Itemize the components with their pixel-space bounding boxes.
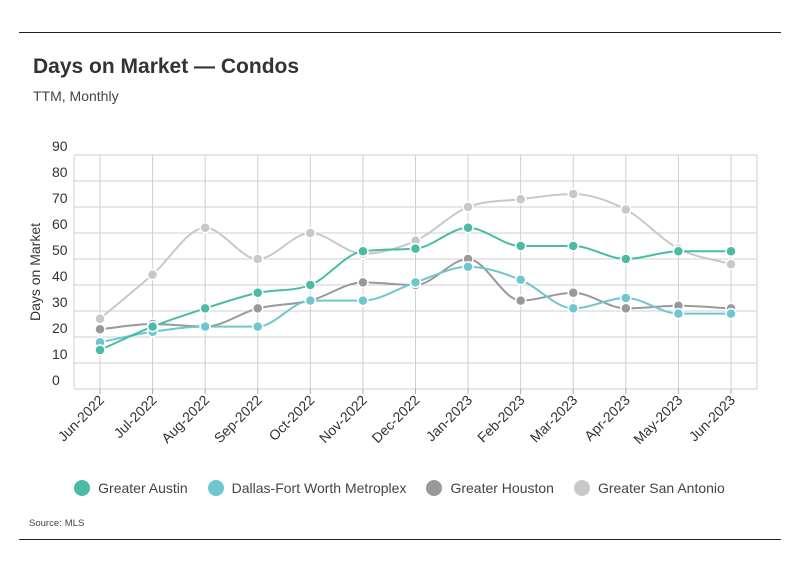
- source-value: MLS: [64, 518, 85, 529]
- y-tick-label: 30: [52, 294, 68, 310]
- data-point-greater-austin: [304, 279, 317, 291]
- data-point-dallas-fort-worth-metroplex: [357, 294, 369, 307]
- y-tick-label: 0: [52, 372, 60, 388]
- legend-label: Greater Houston: [450, 480, 554, 496]
- source-note: Source: MLS: [29, 518, 84, 529]
- legend-item: Greater San Antonio: [573, 480, 725, 496]
- y-tick-label: 70: [52, 190, 68, 206]
- legend-swatch: [74, 480, 91, 496]
- series-points: [94, 188, 737, 356]
- data-point-greater-austin: [620, 253, 632, 265]
- data-point-greater-houston: [567, 287, 579, 299]
- legend-item: Dallas-Fort Worth Metroplex: [207, 480, 407, 496]
- x-tick-label: May-2023: [630, 392, 685, 447]
- legend-label: Greater San Antonio: [597, 480, 725, 496]
- data-point-greater-austin: [199, 302, 211, 315]
- data-point-dallas-fort-worth-metroplex: [567, 302, 579, 315]
- legend-item: Greater Houston: [426, 480, 554, 496]
- data-point-greater-austin: [514, 240, 527, 252]
- legend-label: Greater Austin: [98, 480, 188, 496]
- y-axis-ticks: 0 10 20 30 40 50 60 70 80 90: [52, 138, 68, 388]
- chart-title: Days on Market — Condos: [33, 55, 300, 78]
- data-point-greater-san-antonio: [514, 193, 527, 205]
- y-tick-label: 40: [52, 268, 68, 284]
- legend-swatch: [207, 480, 224, 496]
- data-point-greater-san-antonio: [725, 258, 737, 270]
- x-tick-label: Oct-2022: [265, 392, 317, 444]
- legend-label: Dallas-Fort Worth Metroplex: [231, 480, 407, 496]
- x-tick-label: Jul-2022: [110, 392, 159, 441]
- data-point-greater-san-antonio: [252, 253, 264, 265]
- data-point-greater-austin: [409, 242, 422, 255]
- data-point-dallas-fort-worth-metroplex: [462, 261, 474, 273]
- y-tick-label: 50: [52, 242, 68, 258]
- data-point-greater-austin: [357, 245, 369, 257]
- y-axis-label: Days on Market: [27, 223, 43, 321]
- data-point-greater-austin: [252, 287, 264, 299]
- data-point-greater-houston: [357, 276, 369, 289]
- legend-item: Greater Austin: [74, 480, 188, 496]
- data-point-dallas-fort-worth-metroplex: [409, 276, 422, 289]
- data-point-greater-houston: [94, 323, 106, 335]
- data-point-dallas-fort-worth-metroplex: [514, 274, 527, 286]
- data-point-greater-houston: [252, 302, 264, 315]
- x-tick-label: Jan-2023: [423, 392, 476, 445]
- top-rule: [19, 32, 781, 33]
- bottom-rule: [19, 539, 781, 540]
- x-tick-label: Sep-2022: [211, 392, 265, 446]
- y-tick-label: 90: [52, 138, 68, 154]
- legend-swatch: [426, 480, 443, 496]
- x-tick-label: Apr-2023: [581, 392, 633, 444]
- data-point-greater-austin: [462, 222, 474, 234]
- chart-legend: Greater Austin Dallas-Fort Worth Metrople…: [0, 480, 799, 496]
- y-tick-label: 80: [52, 164, 68, 180]
- data-point-greater-san-antonio: [199, 222, 211, 234]
- data-point-greater-houston: [620, 302, 632, 315]
- y-tick-label: 60: [52, 216, 68, 232]
- x-tick-label: Aug-2022: [158, 392, 212, 446]
- data-point-greater-san-antonio: [462, 201, 474, 213]
- x-tick-label: Mar-2023: [527, 392, 581, 446]
- data-point-greater-san-antonio: [304, 227, 317, 239]
- x-tick-label: Feb-2023: [474, 392, 528, 446]
- data-point-greater-austin: [567, 240, 579, 252]
- data-point-greater-austin: [725, 245, 737, 257]
- data-point-greater-san-antonio: [94, 313, 106, 325]
- chart-grid: [73, 154, 758, 394]
- data-point-greater-san-antonio: [146, 268, 159, 281]
- data-point-dallas-fort-worth-metroplex: [620, 292, 632, 304]
- x-tick-label: Jun-2023: [686, 392, 739, 445]
- data-point-greater-san-antonio: [567, 188, 579, 200]
- data-point-greater-austin: [672, 245, 685, 257]
- x-tick-label: Dec-2022: [368, 392, 422, 446]
- data-point-dallas-fort-worth-metroplex: [199, 320, 211, 333]
- chart-subtitle: TTM, Monthly: [33, 88, 119, 104]
- data-point-greater-houston: [514, 294, 527, 307]
- y-tick-label: 10: [52, 346, 68, 362]
- legend-swatch: [573, 480, 590, 496]
- data-point-dallas-fort-worth-metroplex: [725, 307, 737, 320]
- data-point-dallas-fort-worth-metroplex: [672, 307, 685, 320]
- x-tick-label: Nov-2022: [316, 392, 370, 446]
- data-point-greater-austin: [94, 344, 106, 356]
- data-point-dallas-fort-worth-metroplex: [304, 294, 317, 307]
- data-point-dallas-fort-worth-metroplex: [252, 320, 264, 333]
- y-tick-label: 20: [52, 320, 68, 336]
- source-label: Source:: [29, 518, 62, 529]
- data-point-greater-austin: [146, 320, 159, 333]
- x-tick-label: Jun-2022: [55, 392, 108, 445]
- data-point-greater-san-antonio: [620, 203, 632, 216]
